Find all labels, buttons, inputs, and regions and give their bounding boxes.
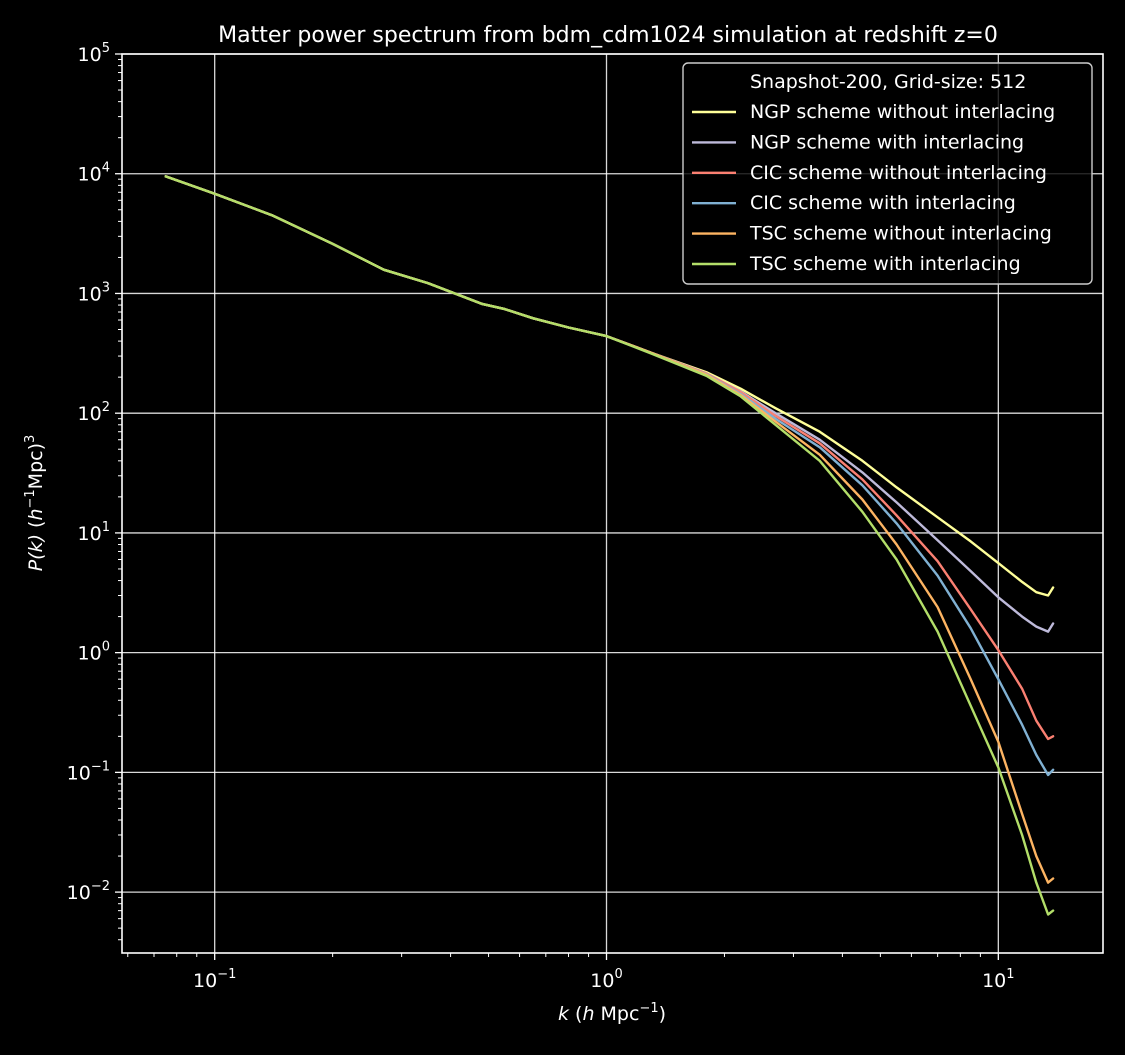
x-tick-labels: 10−1 100 101: [193, 967, 1015, 992]
y-axis-label-cube: 3: [23, 435, 38, 443]
y-axis-label-open: (: [25, 521, 47, 534]
x-axis-label-exponent: −1: [639, 1001, 658, 1016]
x-axis-label-unit: Mpc: [594, 1003, 639, 1025]
y-tick-label: 101: [78, 520, 110, 545]
y-axis-label-h: h: [25, 508, 47, 520]
plot-frame: [121, 53, 1104, 954]
legend-label-4: CIC scheme with interlacing: [750, 192, 1016, 214]
y-axis-label-unit: Mpc): [25, 443, 47, 489]
x-axis-label-h: h: [582, 1003, 594, 1025]
series-lines: [164, 175, 1055, 916]
legend-label-6: TSC scheme with interlacing: [749, 253, 1021, 275]
y-axis-label-pk: P(k): [25, 534, 47, 571]
legend-label-5: TSC scheme without interlacing: [749, 223, 1052, 245]
y-tick-label: 103: [78, 280, 110, 305]
legend-label-3: CIC scheme without interlacing: [750, 162, 1047, 184]
y-axis-label-exponent: −1: [23, 489, 38, 508]
x-tick-label: 101: [982, 967, 1014, 992]
x-axis-label-k: k: [558, 1003, 570, 1025]
x-tick-label: 100: [590, 967, 622, 992]
chart-title: Matter power spectrum from bdm_cdm1024 s…: [218, 23, 998, 48]
x-axis-label-close: ): [659, 1003, 666, 1025]
y-tick-label: 10−2: [67, 879, 110, 904]
y-tick-label: 105: [78, 41, 110, 66]
x-tick-label: 10−1: [193, 967, 236, 992]
x-axis-label-open: (: [569, 1003, 582, 1025]
x-axis-label: k (h Mpc−1): [558, 1001, 666, 1025]
legend-entries: NGP scheme without interlacing NGP scheme…: [692, 101, 1055, 275]
y-tick-label: 104: [78, 161, 110, 186]
legend-label-2: NGP scheme with interlacing: [750, 131, 1024, 153]
y-axis-label: P(k) (h−1Mpc)3: [23, 435, 47, 572]
major-ticks: [115, 53, 999, 960]
legend: Snapshot-200, Grid-size: 512 NGP scheme …: [682, 62, 1093, 285]
y-tick-labels: 10−2 10−1 100 101 102 103 104 105: [67, 41, 110, 904]
legend-title: Snapshot-200, Grid-size: 512: [750, 71, 1026, 93]
series-line-6: [164, 175, 1055, 916]
legend-box: [682, 62, 1093, 285]
y-tick-label: 102: [78, 400, 110, 425]
y-tick-label: 10−1: [67, 759, 110, 784]
legend-label-1: NGP scheme without interlacing: [750, 101, 1055, 123]
y-tick-label: 100: [78, 640, 110, 665]
